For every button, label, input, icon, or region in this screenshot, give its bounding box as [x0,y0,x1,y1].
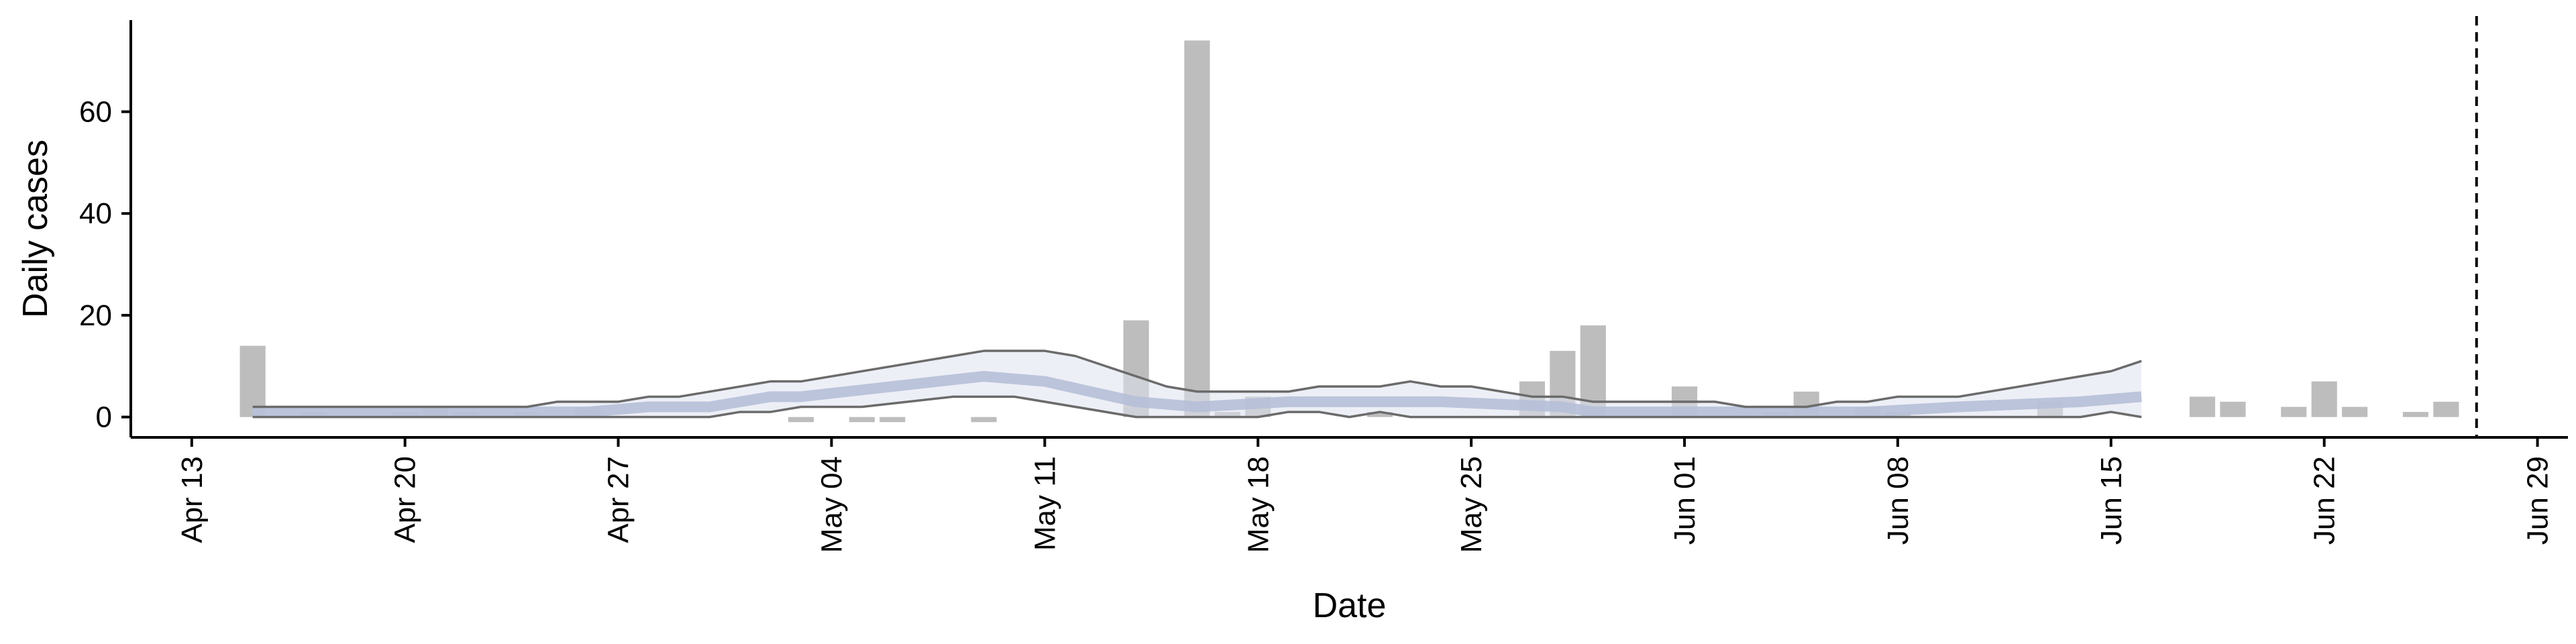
bar-2020-06-19 [2220,401,2246,417]
y-tick-label-60: 60 [79,96,112,129]
bar-2020-06-22 [2311,381,2337,417]
bars-layer [239,40,2459,423]
y-tick-label-0: 0 [96,401,112,434]
x-tick-label-2020-04-13: Apr 13 [176,456,209,543]
bar-2020-05-09 [971,417,997,423]
x-tick-label-2020-06-29: Jun 29 [2522,456,2555,545]
x-axis-label: Date [1313,586,1387,625]
forecast-band-layer [252,350,2142,419]
y-axis-label: Daily cases [16,140,55,318]
bar-2020-05-03 [788,417,814,423]
y-tick-label-40: 40 [79,197,112,230]
y-tick-label-20: 20 [79,299,112,332]
bar-2020-06-25 [2402,412,2429,417]
band-upper-line [252,350,2142,409]
bar-2020-05-16 [1184,40,1210,417]
bar-2020-06-23 [2342,407,2368,417]
bar-2020-05-05 [849,417,875,423]
x-tick-label-2020-05-18: May 18 [1242,456,1275,553]
median-line [252,370,2142,418]
x-tick-label-2020-05-25: May 25 [1455,456,1488,553]
bar-2020-05-22 [1366,412,1393,417]
x-tick-label-2020-06-08: Jun 08 [1882,456,1915,545]
x-tick-label-2020-06-01: Jun 01 [1668,456,1701,545]
x-tick-label-2020-04-20: Apr 20 [389,456,422,543]
axes-layer: 0 20 40 60 Apr 13 Apr 20 Apr 27 May 04 May 11 May… [79,16,2568,553]
bar-2020-06-18 [2189,396,2216,417]
x-tick-label-2020-06-22: Jun 22 [2308,456,2341,545]
x-tick-label-2020-05-04: May 04 [815,456,848,553]
bar-2020-05-06 [879,417,906,423]
bar-2020-06-26 [2433,401,2459,417]
bar-2020-04-15 [239,345,266,417]
band-lower-line [252,395,2142,419]
x-tick-label-2020-06-15: Jun 15 [2095,456,2128,545]
x-tick-label-2020-04-27: Apr 27 [602,456,635,543]
bar-2020-06-21 [2281,407,2307,417]
x-tick-label-2020-05-11: May 11 [1028,456,1061,551]
